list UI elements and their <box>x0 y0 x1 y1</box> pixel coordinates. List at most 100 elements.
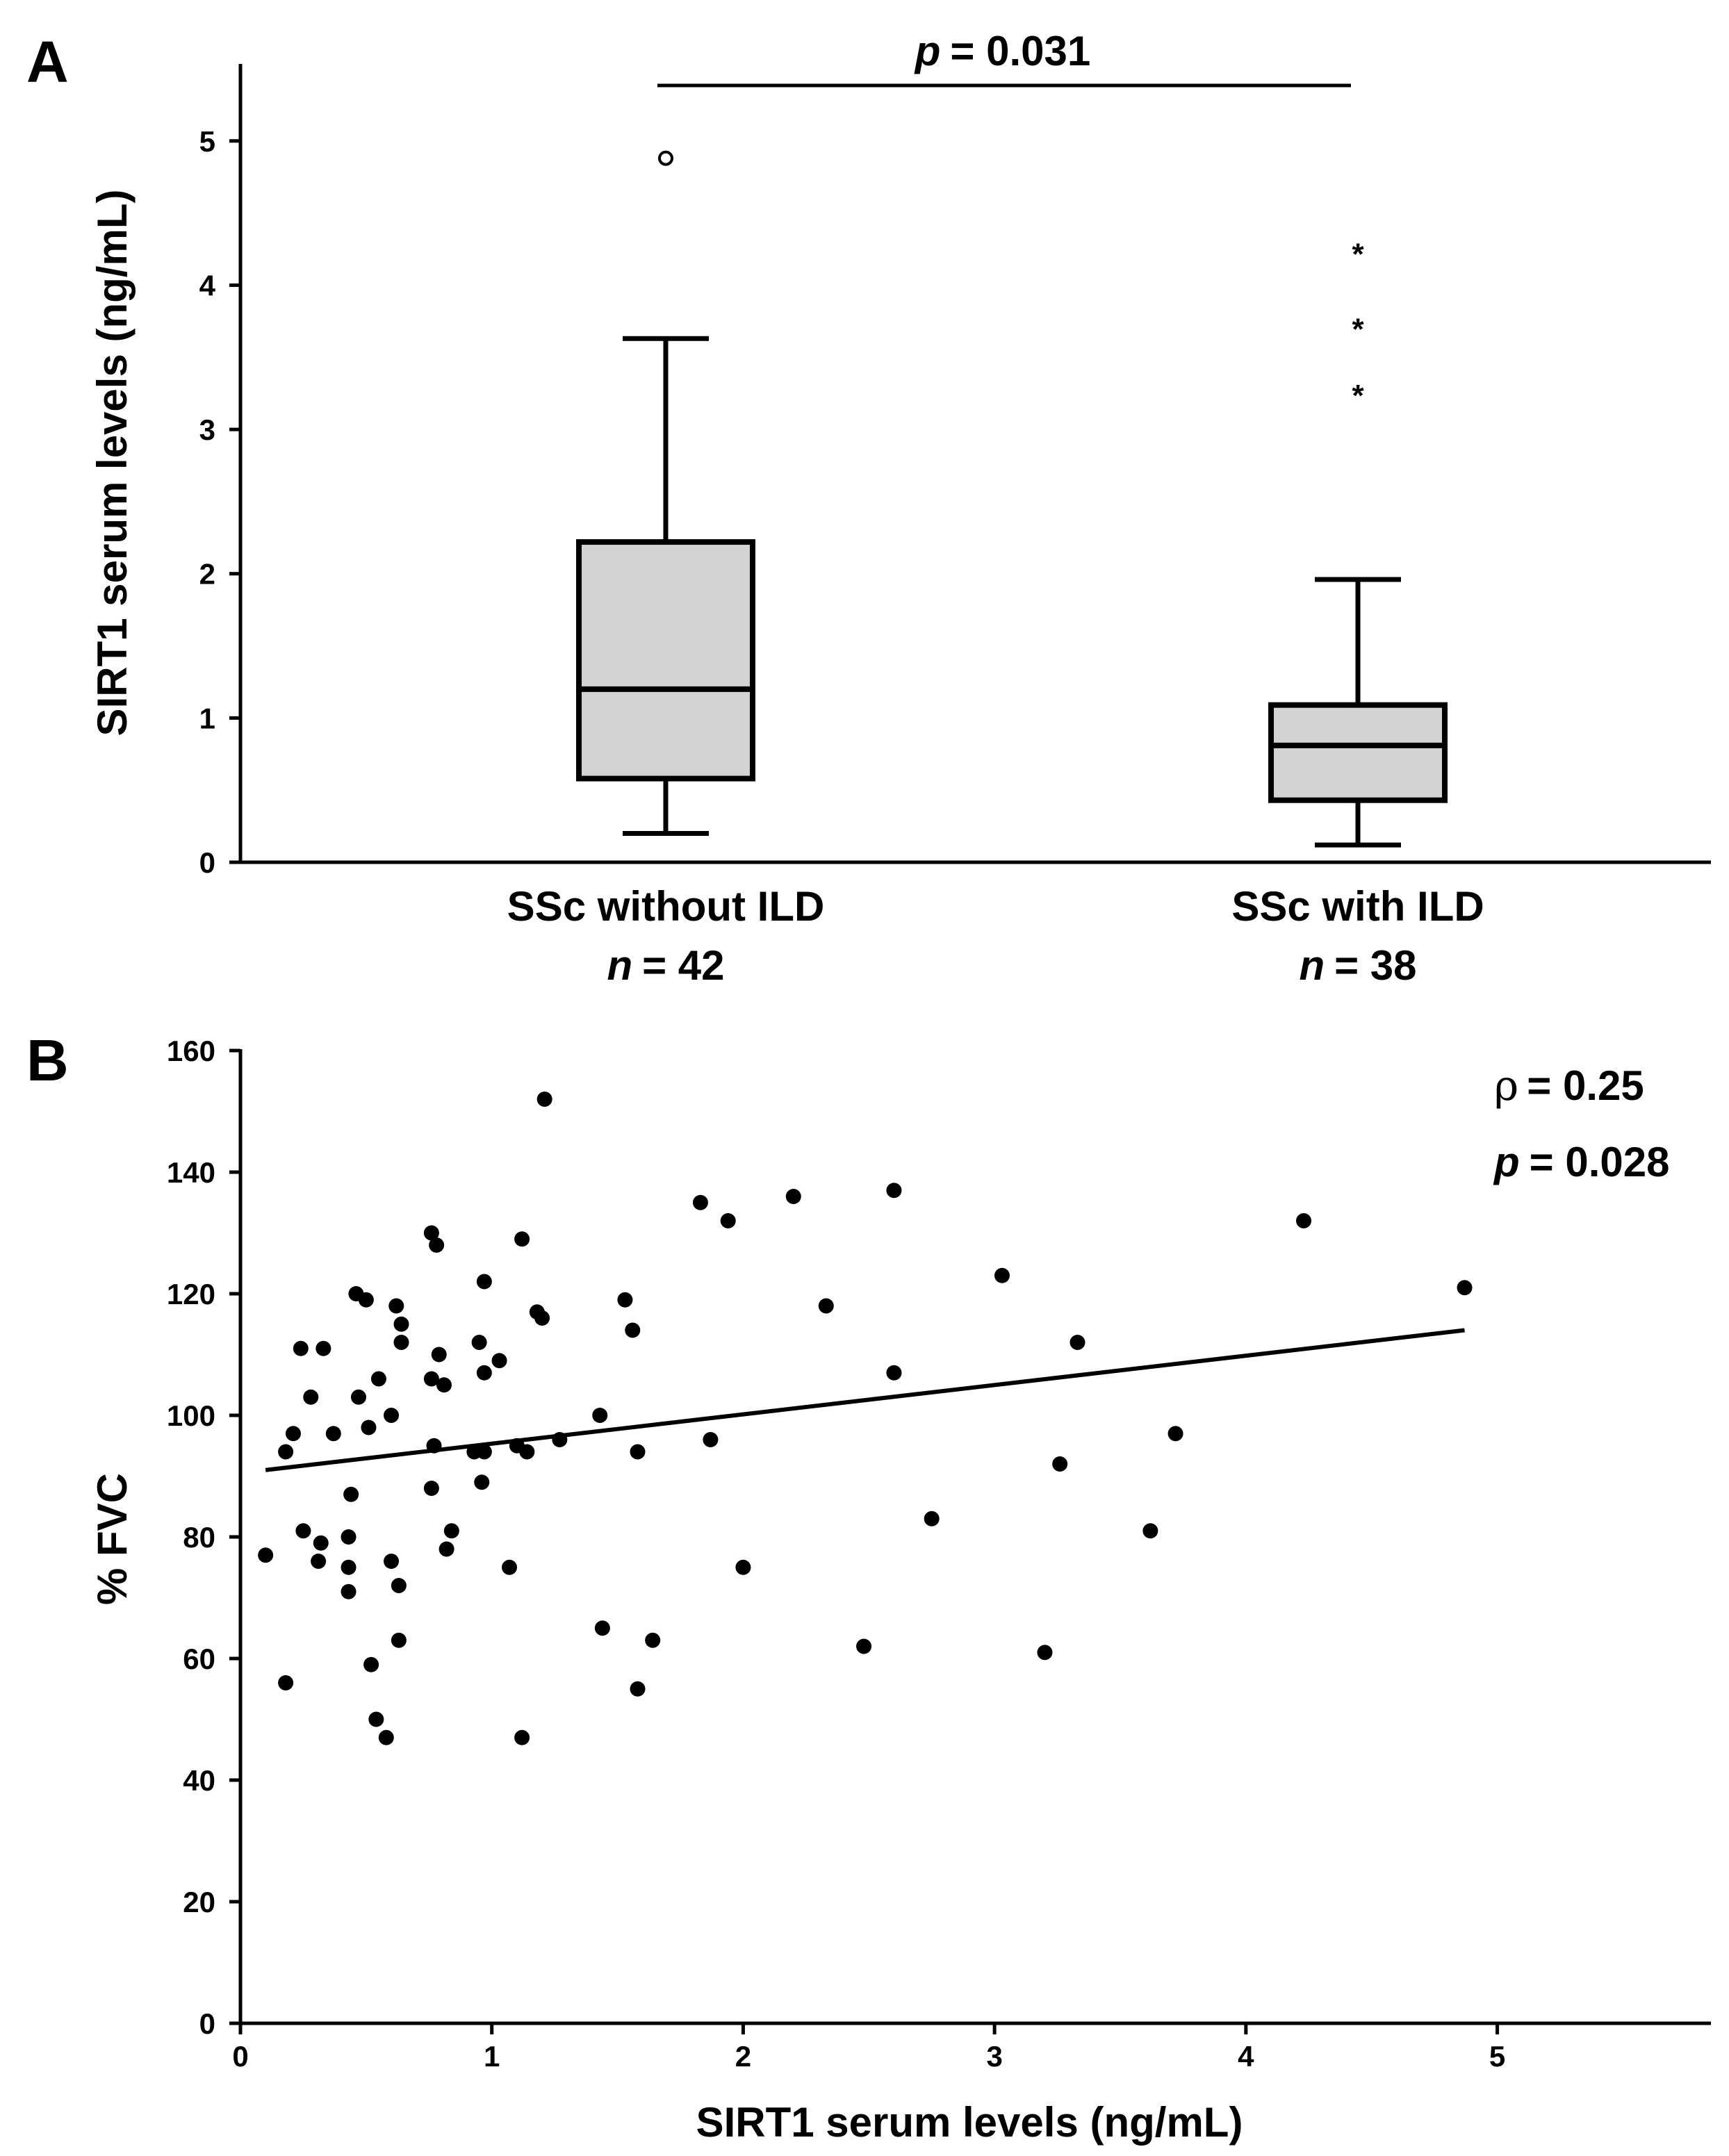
y-tick-label: 2 <box>199 558 215 591</box>
box-ssc-without-ild <box>576 150 755 836</box>
panel-b-p-value: = 0.028 <box>1530 1139 1670 1185</box>
data-point <box>1070 1335 1085 1350</box>
panel-b-y-label: % FVC <box>89 1473 136 1605</box>
data-point <box>426 1438 442 1454</box>
y-tick-label: 4 <box>199 269 216 302</box>
data-point <box>471 1335 487 1350</box>
y-tick-label: 5 <box>199 125 215 158</box>
data-point <box>514 1729 530 1745</box>
data-point <box>439 1541 454 1557</box>
data-point <box>785 1189 801 1204</box>
panel-a-label: A <box>26 29 69 94</box>
data-point <box>625 1322 641 1338</box>
data-point <box>856 1638 872 1654</box>
data-point <box>343 1486 359 1502</box>
y-tick-label: 140 <box>167 1156 215 1189</box>
x-tick-label: 3 <box>986 2040 1002 2073</box>
regression-line <box>265 1328 1465 1472</box>
data-point <box>994 1267 1010 1283</box>
panel-a-boxes: * * * <box>576 150 1448 848</box>
panel-a-p-value: = 0.031 <box>950 28 1090 74</box>
y-tick-label: 1 <box>199 702 215 734</box>
panel-b-x-label: SIRT1 serum levels (ng/mL) <box>696 2099 1243 2146</box>
data-point <box>476 1365 492 1381</box>
panel-b-p-label: p <box>1493 1139 1520 1185</box>
panel-b-p-annotation: p = 0.028 <box>1493 1139 1670 1185</box>
data-point <box>886 1183 902 1199</box>
data-point <box>429 1237 445 1253</box>
outlier-star: * <box>1352 238 1364 272</box>
data-point <box>443 1523 459 1539</box>
data-point <box>423 1371 439 1387</box>
data-point <box>630 1444 646 1460</box>
x-tick-label: 5 <box>1489 2040 1505 2073</box>
outlier-circle <box>658 150 673 166</box>
data-point <box>476 1444 492 1460</box>
data-point <box>692 1194 708 1210</box>
data-point <box>258 1547 274 1563</box>
data-point <box>645 1632 661 1648</box>
data-point <box>325 1426 341 1442</box>
data-point <box>363 1656 379 1672</box>
data-point <box>534 1310 550 1326</box>
data-point <box>393 1335 409 1350</box>
data-point <box>1296 1213 1312 1228</box>
data-point <box>592 1408 608 1423</box>
y-tick-label: 20 <box>183 1886 215 1918</box>
data-point <box>293 1340 309 1356</box>
data-point <box>536 1092 552 1107</box>
outlier-star: * <box>1352 313 1364 347</box>
y-tick-label: 0 <box>199 846 215 879</box>
group-n-value: = 42 <box>642 942 724 989</box>
data-point <box>1167 1426 1183 1442</box>
data-point <box>818 1298 834 1314</box>
data-point <box>423 1481 439 1496</box>
panel-a-y-ticks: 0 1 2 3 4 5 <box>199 125 240 879</box>
x-tick-label: 4 <box>1238 2040 1254 2073</box>
data-point <box>341 1529 357 1545</box>
data-point <box>491 1353 507 1369</box>
group-n-label: n <box>1299 942 1325 989</box>
data-point <box>391 1578 407 1593</box>
data-point <box>341 1583 357 1599</box>
data-point <box>1457 1280 1473 1296</box>
data-point <box>341 1559 357 1575</box>
y-tick-label: 100 <box>167 1399 215 1432</box>
panel-b-scatter: B % FVC SIRT1 serum levels (ng/mL) 0 20 40… <box>26 1028 1711 2146</box>
data-point <box>368 1711 384 1727</box>
panel-a-p-label: p <box>914 28 941 74</box>
data-point <box>316 1340 331 1356</box>
data-point <box>514 1231 530 1247</box>
data-point <box>278 1444 294 1460</box>
data-point <box>720 1213 736 1228</box>
rho-value: = 0.25 <box>1527 1062 1644 1109</box>
y-tick-label: 0 <box>199 2007 215 2040</box>
panel-b-x-ticks: 0 1 2 3 4 5 <box>232 2023 1505 2073</box>
data-point <box>391 1632 407 1648</box>
panel-a-p-annotation: p = 0.031 <box>914 28 1091 74</box>
data-point <box>313 1535 329 1551</box>
data-point <box>351 1389 367 1405</box>
data-point <box>295 1523 311 1539</box>
iqr-box <box>1268 702 1448 803</box>
y-tick-label: 40 <box>183 1764 215 1797</box>
data-point <box>924 1511 940 1527</box>
data-point <box>388 1298 404 1314</box>
group-n-ssc-without-ild: n = 42 <box>607 942 724 989</box>
data-point <box>502 1559 518 1575</box>
panel-b-rho-annotation: ρ = 0.25 <box>1494 1062 1644 1110</box>
data-point <box>378 1729 394 1745</box>
box-ssc-with-ild: * * * <box>1268 238 1448 848</box>
data-point <box>735 1559 751 1575</box>
data-point <box>476 1274 492 1290</box>
y-tick-label: 80 <box>183 1521 215 1554</box>
rho-symbol: ρ <box>1494 1062 1518 1110</box>
outlier-star: * <box>1352 379 1364 413</box>
data-point <box>519 1444 535 1460</box>
data-point <box>1037 1645 1053 1661</box>
panel-b-points <box>258 1092 1473 1745</box>
group-label-ssc-with-ild: SSc with ILD <box>1231 883 1484 930</box>
panel-b-label: B <box>26 1028 69 1093</box>
group-n-label: n <box>607 942 632 989</box>
